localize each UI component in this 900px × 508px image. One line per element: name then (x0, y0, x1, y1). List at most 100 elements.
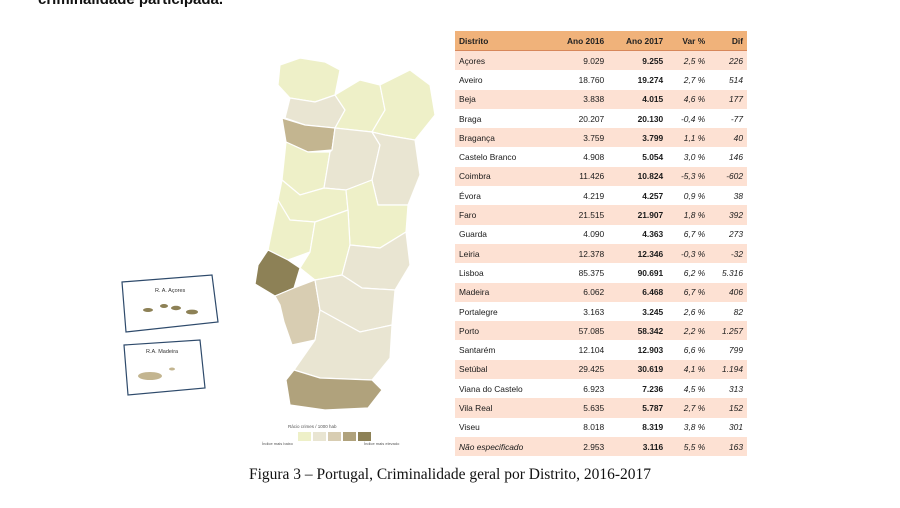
cell-ano-2016: 85.375 (549, 263, 609, 283)
cell-var: 1,1 % (667, 128, 710, 148)
cell-dif: 313 (709, 379, 747, 399)
cell-ano-2017: 90.691 (608, 263, 668, 283)
cell-dif: 514 (709, 70, 747, 90)
cell-ano-2017: 12.903 (608, 340, 668, 360)
legend-swatch (313, 432, 326, 441)
cell-var: 5,5 % (667, 436, 710, 457)
cell-var: 6,7 % (667, 282, 710, 302)
cell-ano-2016: 57.085 (549, 321, 609, 341)
cell-ano-2017: 5.054 (608, 147, 668, 167)
cell-dif: 1.194 (709, 359, 747, 380)
cell-ano-2017: 10.824 (608, 166, 668, 187)
cell-distrito: Lisboa (455, 263, 550, 283)
cell-var: 6,6 % (667, 340, 710, 360)
cell-ano-2017: 7.236 (608, 379, 668, 399)
table-row: Guarda 4.090 4.363 6,7 % 273 (455, 224, 747, 244)
header-dif: Dif (709, 31, 747, 51)
table-header-row: Distrito Ano 2016 Ano 2017 Var % Dif (455, 31, 747, 51)
cell-ano-2016: 4.219 (549, 186, 609, 206)
cell-ano-2016: 6.062 (549, 282, 609, 302)
cell-var: -5,3 % (667, 166, 710, 187)
legend-swatch (328, 432, 341, 441)
cell-ano-2017: 5.787 (608, 398, 668, 418)
cell-ano-2016: 9.029 (549, 50, 609, 71)
table-row: Açores 9.029 9.255 2,5 % 226 (455, 50, 747, 71)
cell-var: 3,0 % (667, 147, 710, 167)
cell-ano-2017: 4.015 (608, 89, 668, 109)
cell-distrito: Leiria (455, 243, 550, 264)
map-viana-do-castelo (277, 57, 341, 103)
cell-ano-2017: 12.346 (608, 243, 668, 264)
table-row: Viseu 8.018 8.319 3,8 % 301 (455, 417, 747, 437)
cell-ano-2016: 6.923 (549, 379, 609, 399)
cell-ano-2016: 5.635 (549, 398, 609, 418)
cell-distrito: Vila Real (455, 398, 550, 418)
table-row: Madeira 6.062 6.468 6,7 % 406 (455, 282, 747, 302)
table-row: Braga 20.207 20.130 -0,4 % -77 (455, 108, 747, 129)
inset-madeira-label: R.A. Madeira (146, 349, 179, 355)
table-row: Castelo Branco 4.908 5.054 3,0 % 146 (455, 147, 747, 167)
portugal-district-map: R. A. Açores R.A. Madeira (110, 40, 450, 460)
header-var: Var % (667, 31, 710, 51)
cell-distrito: Beja (455, 89, 550, 109)
cell-var: 2,6 % (667, 301, 710, 322)
legend-low-label: Índice mais baixo (262, 441, 293, 446)
acores-island (186, 309, 198, 315)
cell-distrito: Madeira (455, 282, 550, 302)
cell-ano-2017: 20.130 (608, 108, 668, 129)
cell-dif: 38 (709, 186, 747, 206)
table-row: Lisboa 85.375 90.691 6,2 % 5.316 (455, 263, 747, 283)
cell-distrito: Braga (455, 108, 550, 129)
cell-distrito: Açores (455, 50, 550, 71)
cell-dif: 799 (709, 340, 747, 360)
cell-distrito: Faro (455, 205, 550, 225)
cell-ano-2017: 30.619 (608, 359, 668, 380)
cell-dif: 226 (709, 50, 747, 71)
table-row: Santarém 12.104 12.903 6,6 % 799 (455, 340, 747, 360)
cell-distrito: Setúbal (455, 359, 550, 380)
cell-ano-2016: 2.953 (549, 436, 609, 457)
cell-ano-2016: 20.207 (549, 108, 609, 129)
header-ano-2017: Ano 2017 (608, 31, 668, 51)
cell-ano-2016: 3.163 (549, 301, 609, 322)
table-row: Aveiro 18.760 19.274 2,7 % 514 (455, 70, 747, 90)
inset-acores-label: R. A. Açores (155, 288, 186, 294)
cell-ano-2017: 19.274 (608, 70, 668, 90)
cell-var: 2,2 % (667, 321, 710, 341)
cell-ano-2017: 4.257 (608, 186, 668, 206)
legend-swatch (298, 432, 311, 441)
cell-ano-2016: 3.759 (549, 128, 609, 148)
table-row: Portalegre 3.163 3.245 2,6 % 82 (455, 301, 747, 322)
cell-ano-2017: 3.799 (608, 128, 668, 148)
cell-var: 2,7 % (667, 70, 710, 90)
cell-dif: 406 (709, 282, 747, 302)
cell-dif: 5.316 (709, 263, 747, 283)
cell-dif: -602 (709, 166, 747, 187)
cell-ano-2016: 11.426 (549, 166, 609, 187)
map-guarda (370, 131, 421, 206)
cell-var: 2,5 % (667, 50, 710, 71)
cell-dif: 392 (709, 205, 747, 225)
cell-dif: -32 (709, 243, 747, 264)
acores-island (171, 305, 181, 311)
cell-dif: -77 (709, 108, 747, 129)
cell-ano-2016: 8.018 (549, 417, 609, 437)
cell-var: 0,9 % (667, 186, 710, 206)
cell-ano-2016: 18.760 (549, 70, 609, 90)
cell-ano-2017: 21.907 (608, 205, 668, 225)
table-row: Setúbal 29.425 30.619 4,1 % 1.194 (455, 359, 747, 380)
cell-var: 4,1 % (667, 359, 710, 380)
acores-island (160, 304, 168, 308)
table-row: Vila Real 5.635 5.787 2,7 % 152 (455, 398, 747, 418)
cell-dif: 273 (709, 224, 747, 244)
legend-swatches (298, 432, 371, 441)
table-row: Évora 4.219 4.257 0,9 % 38 (455, 186, 747, 206)
cell-ano-2016: 29.425 (549, 359, 609, 380)
cell-dif: 82 (709, 301, 747, 322)
cell-var: 2,7 % (667, 398, 710, 418)
madeira-island (138, 372, 162, 380)
cell-dif: 163 (709, 436, 747, 457)
cell-ano-2017: 6.468 (608, 282, 668, 302)
cell-dif: 40 (709, 128, 747, 148)
cell-distrito: Não especificado (455, 436, 550, 457)
